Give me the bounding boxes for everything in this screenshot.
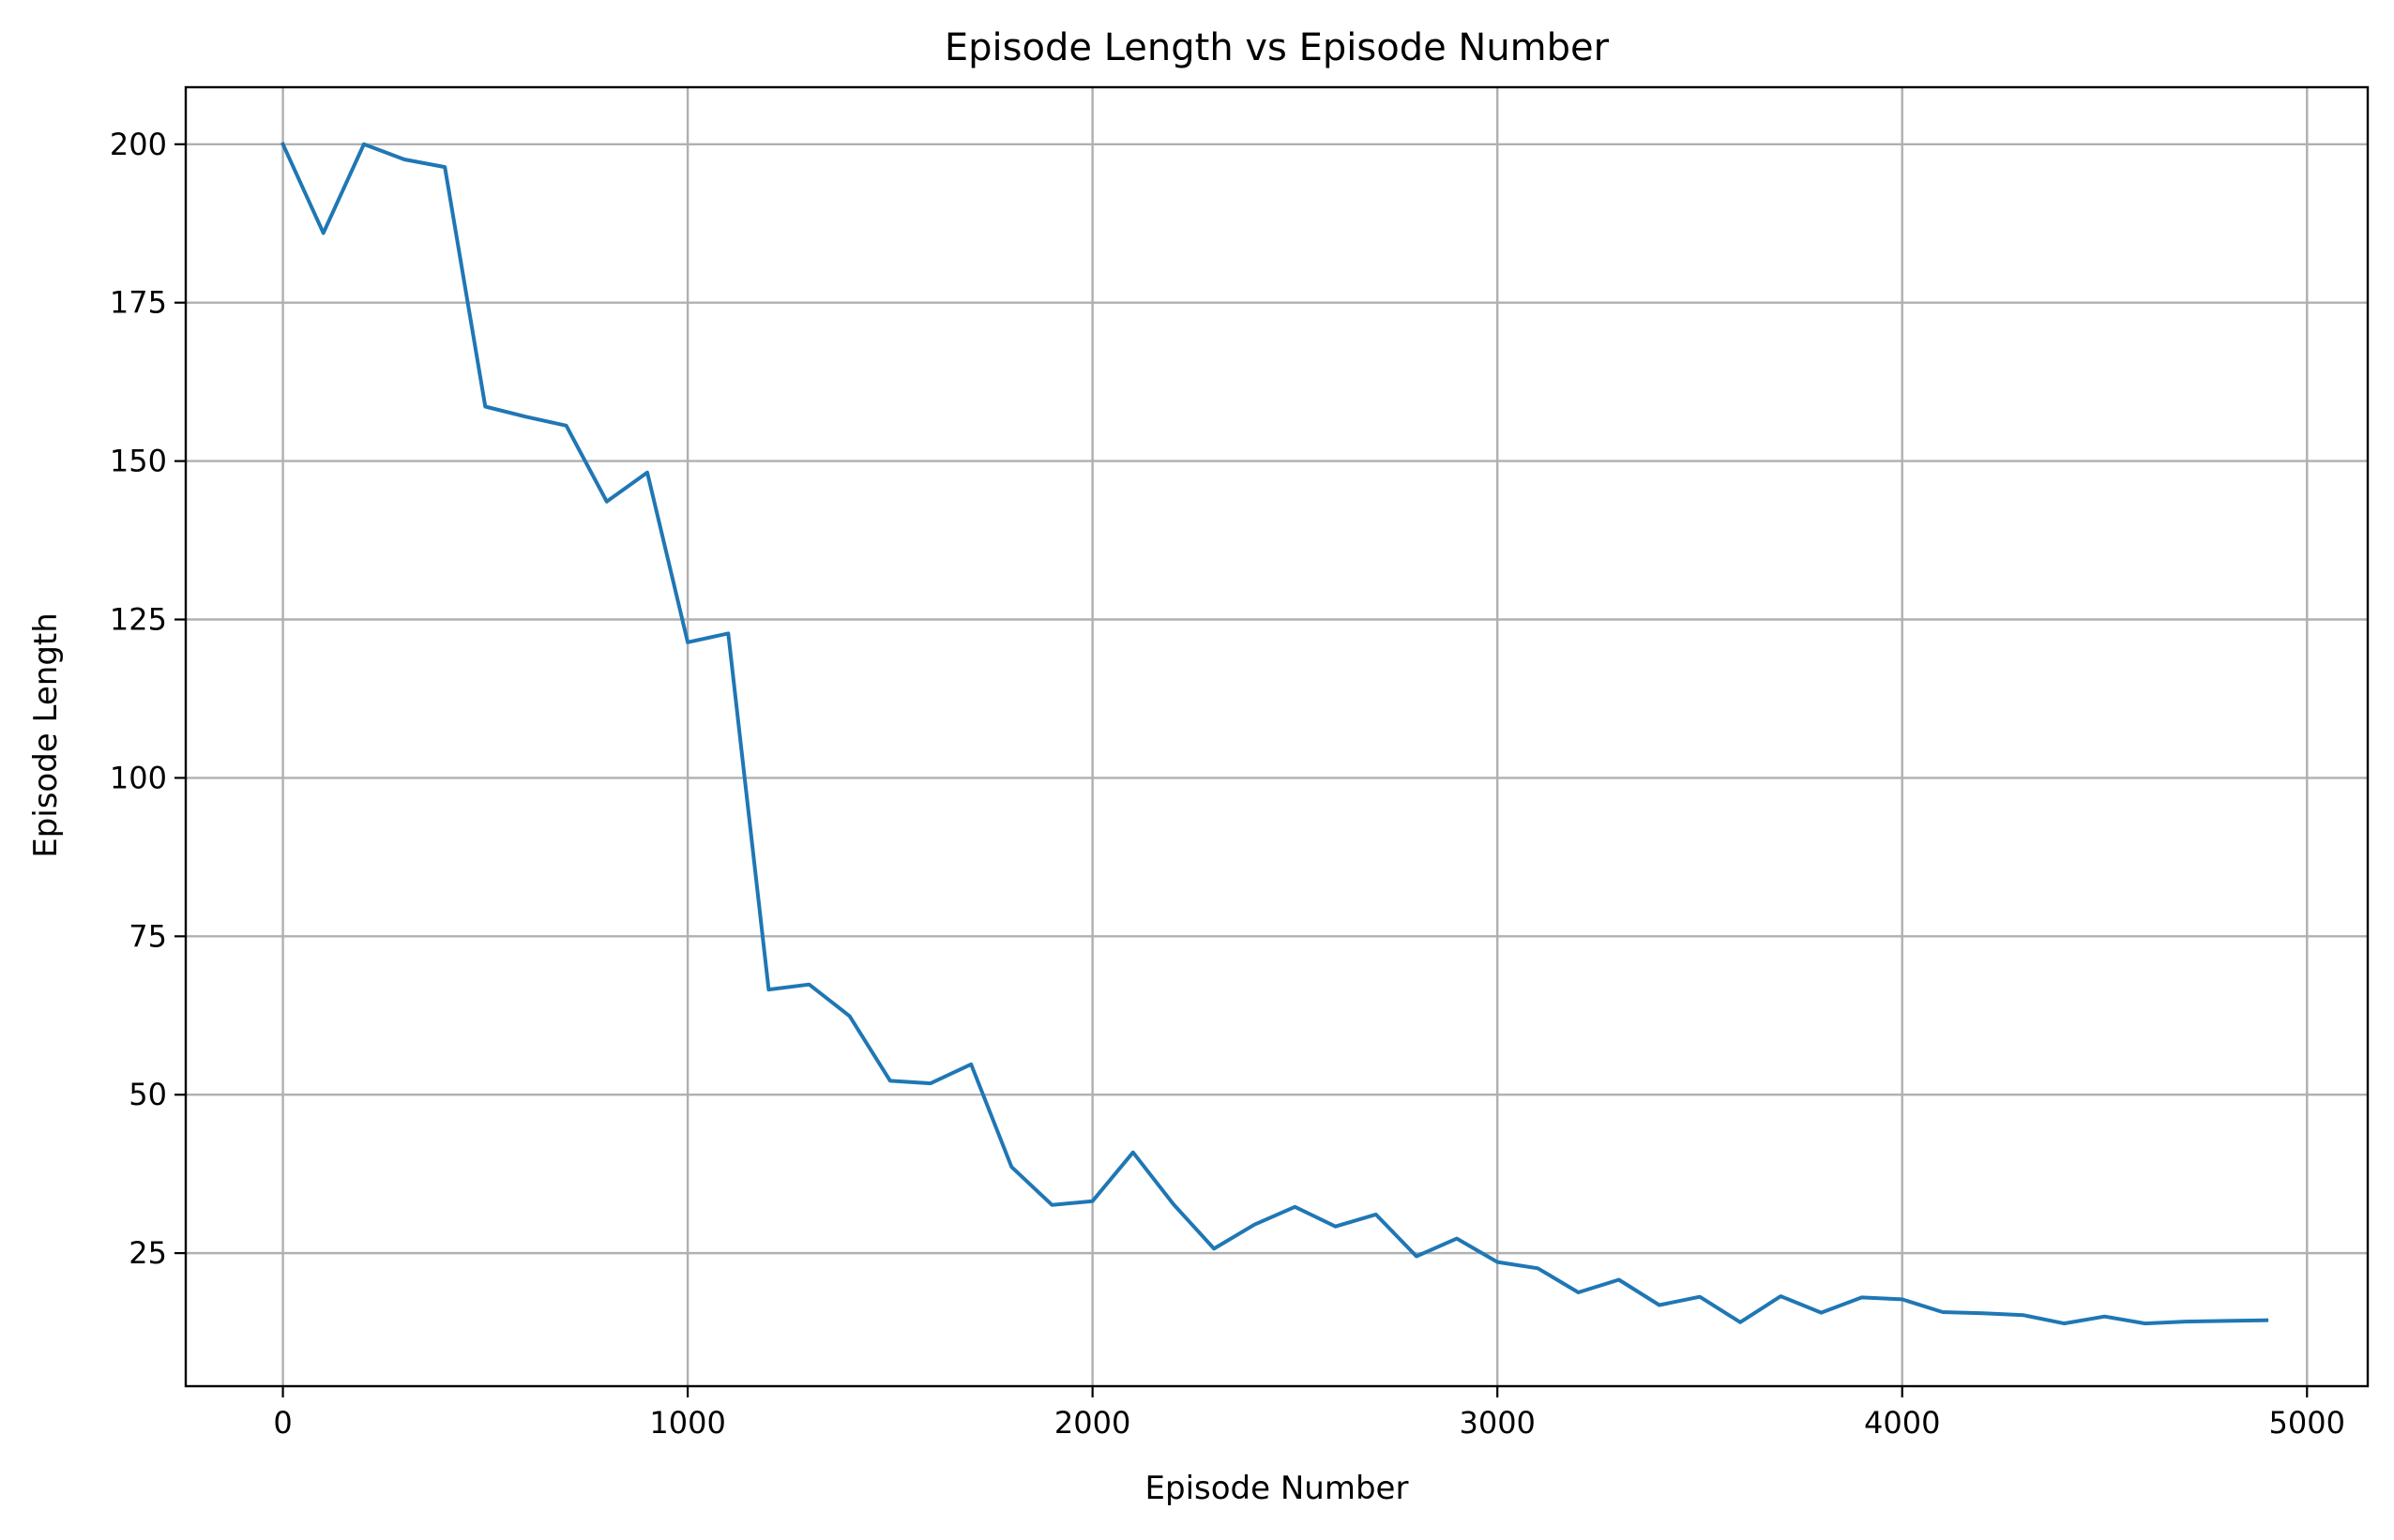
y-tick-label: 75 bbox=[129, 918, 167, 954]
series-layer bbox=[280, 142, 2269, 1326]
plot-frame bbox=[184, 85, 2370, 1388]
y-tick-label: 150 bbox=[110, 444, 167, 479]
x-tick-label: 1000 bbox=[649, 1405, 725, 1441]
y-tick-label: 200 bbox=[110, 127, 167, 162]
y-axis-label: Episode Length bbox=[27, 612, 65, 858]
x-tick-label: 3000 bbox=[1459, 1405, 1535, 1441]
x-tick-label: 5000 bbox=[2269, 1405, 2345, 1441]
y-tick-label: 50 bbox=[129, 1077, 167, 1112]
y-tick-label: 25 bbox=[129, 1235, 167, 1271]
y-tick-label: 100 bbox=[110, 760, 167, 795]
x-tick-label: 0 bbox=[273, 1405, 292, 1441]
y-tick-label: 175 bbox=[110, 285, 167, 321]
y-tick-label: 125 bbox=[110, 602, 167, 638]
grid bbox=[186, 87, 2368, 1386]
axis-ticks: 0 1000 2000 3000 4000 5000 25 50 75 100 125 150 175 2… bbox=[110, 127, 2345, 1441]
x-tick-label: 4000 bbox=[1864, 1405, 1940, 1441]
x-axis-label: Episode Number bbox=[1145, 1470, 1409, 1507]
x-tick-label: 2000 bbox=[1054, 1405, 1130, 1441]
chart-title: Episode Length vs Episode Number bbox=[945, 26, 1610, 69]
series-line bbox=[280, 142, 2269, 1326]
